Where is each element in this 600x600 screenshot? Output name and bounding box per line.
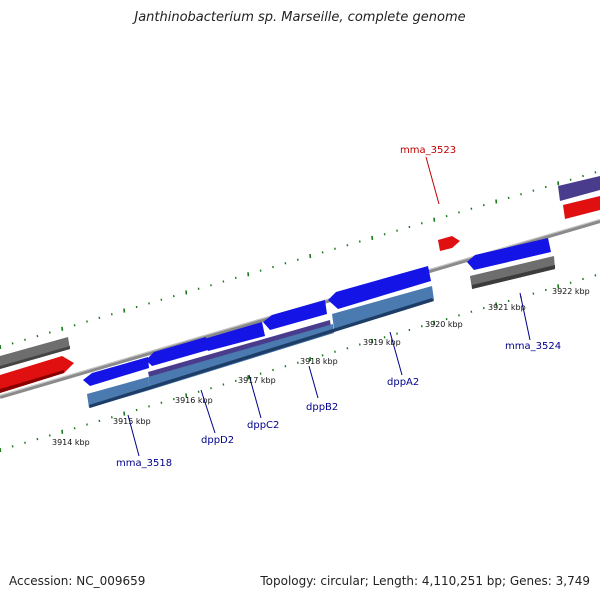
label-leaders [127, 156, 531, 457]
label-mma-3518[interactable]: mma_3518 [116, 458, 172, 469]
inner-scale-track [0, 274, 597, 453]
purple-cds-right [558, 176, 600, 201]
operon-shade [89, 298, 434, 408]
label-dppC2[interactable]: dppC2 [247, 420, 279, 431]
kbp-label-3914: 3914 kbp [52, 438, 90, 447]
kbp-label-3919: 3919 kbp [363, 338, 401, 347]
gene-mma-3523[interactable] [438, 236, 460, 251]
gene-dppD2-ext[interactable] [204, 322, 265, 351]
label-mma-3523[interactable]: mma_3523 [400, 145, 456, 156]
label-mma-3524[interactable]: mma_3524 [505, 341, 561, 352]
gene-dppD2[interactable] [146, 337, 208, 366]
map-title: Janthinobacterium sp. Marseille, complet… [134, 10, 466, 25]
kbp-label-3915: 3915 kbp [113, 417, 151, 426]
kbp-label-3917: 3917 kbp [238, 376, 276, 385]
kbp-label-3922: 3922 kbp [552, 287, 590, 296]
label-dppD2[interactable]: dppD2 [201, 435, 234, 446]
operon-steel-bar-3 [332, 286, 434, 329]
gray-cds-right-shade [472, 265, 555, 289]
kbp-label-3918: 3918 kbp [300, 357, 338, 366]
genome-summary-text: Topology: circular; Length: 4,110,251 bp… [260, 574, 590, 588]
gene-dppC2[interactable] [263, 300, 327, 330]
forward-gene-left-shade [0, 370, 64, 393]
accession-text: Accession: NC_009659 [9, 574, 146, 588]
label-dppB2[interactable]: dppB2 [306, 402, 338, 413]
gene-dppA2[interactable] [328, 266, 431, 309]
operon-steel-bar-1 [87, 377, 150, 408]
forward-gene-right[interactable] [563, 196, 600, 219]
kbp-label-3920: 3920 kbp [425, 320, 463, 329]
kbp-label-3921: 3921 kbp [488, 303, 526, 312]
kbp-label-3916: 3916 kbp [175, 396, 213, 405]
outer-scale-track [0, 171, 597, 350]
gene-mma-3524[interactable] [467, 238, 551, 270]
gene-mma-3518[interactable] [83, 357, 149, 386]
gray-cds-left-shade [0, 346, 70, 369]
label-dppA2[interactable]: dppA2 [387, 377, 419, 388]
